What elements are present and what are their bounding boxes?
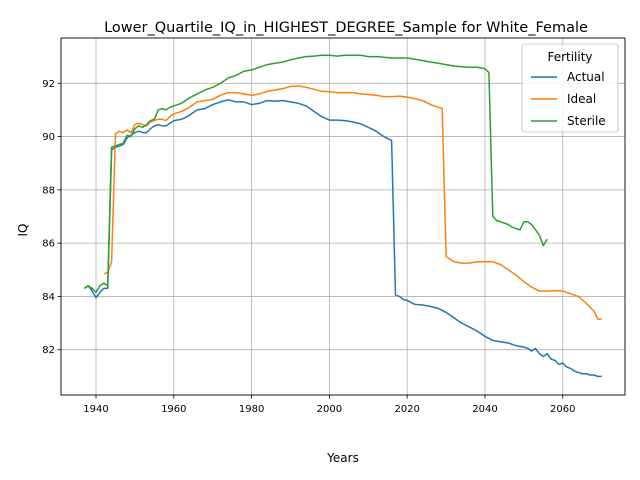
series-line-actual bbox=[83, 99, 602, 378]
x-tick-label: 2000 bbox=[317, 404, 342, 415]
y-tick-label: 86 bbox=[42, 239, 55, 250]
x-tick-label: 2040 bbox=[472, 404, 497, 415]
legend-label-ideal: Ideal bbox=[567, 92, 596, 106]
y-tick-label: 88 bbox=[42, 185, 55, 196]
x-tick-label: 2020 bbox=[394, 404, 419, 415]
legend-box bbox=[521, 43, 619, 133]
legend-label-actual: Actual bbox=[567, 70, 605, 84]
series-line-sterile bbox=[83, 54, 548, 294]
y-tick-label: 84 bbox=[42, 292, 55, 303]
plot-series bbox=[83, 54, 602, 378]
legend: Fertility Actual Ideal Sterile bbox=[521, 43, 619, 133]
plot-frame bbox=[60, 37, 626, 396]
y-tick-label: 90 bbox=[42, 132, 55, 143]
x-tick-label: 2060 bbox=[550, 404, 575, 415]
grid bbox=[61, 38, 625, 395]
axis-ticks: 1940 1960 1980 2000 2020 2040 2060 82 84 86 88 90 92 bbox=[42, 79, 575, 415]
legend-label-sterile: Sterile bbox=[567, 114, 606, 128]
x-tick-label: 1980 bbox=[239, 404, 264, 415]
legend-entries: Actual Ideal Sterile bbox=[531, 70, 606, 128]
legend-title: Fertility bbox=[547, 50, 592, 64]
y-axis-label: IQ bbox=[16, 224, 30, 237]
x-tick-label: 1960 bbox=[161, 404, 186, 415]
x-tick-label: 1940 bbox=[83, 404, 108, 415]
y-tick-label: 82 bbox=[42, 345, 55, 356]
y-tick-label: 92 bbox=[42, 79, 55, 90]
chart-title: Lower_Quartile_IQ_in_HIGHEST_DEGREE_Samp… bbox=[104, 20, 588, 36]
series-line-ideal bbox=[103, 85, 602, 320]
x-axis-label: Years bbox=[326, 451, 359, 465]
